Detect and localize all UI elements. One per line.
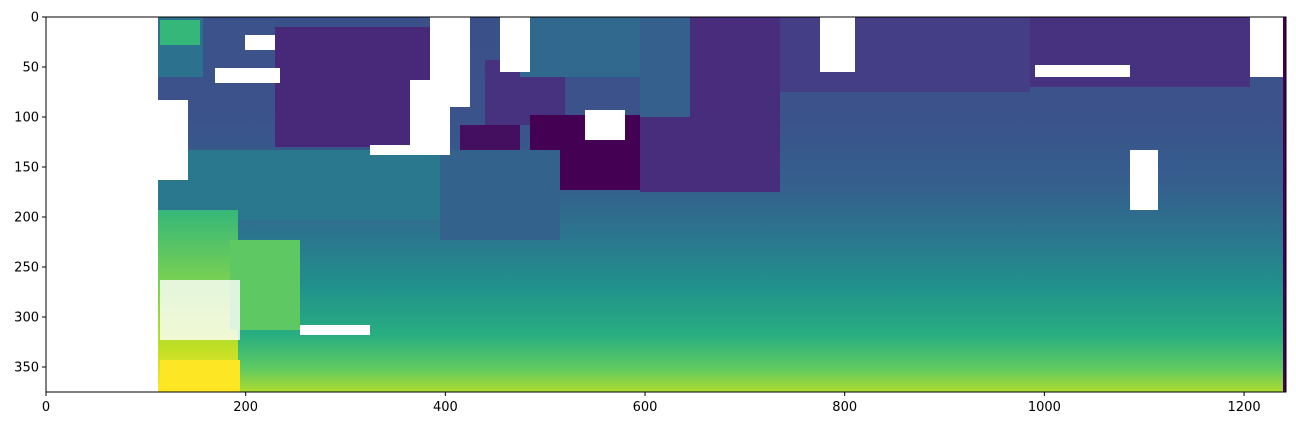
y-tick-label: 350	[14, 361, 39, 376]
y-axis: 0 50 100 150 200 250 300 350	[14, 11, 46, 376]
x-tick-label: 200	[233, 400, 258, 415]
depth-image	[46, 17, 1286, 392]
y-tick-label: 150	[14, 161, 39, 176]
x-tick-label: 0	[42, 400, 50, 415]
x-tick-label: 600	[633, 400, 658, 415]
x-tick-label: 400	[433, 400, 458, 415]
y-tick-label: 0	[31, 11, 39, 26]
y-tick-label: 200	[14, 211, 39, 226]
y-tick-label: 250	[14, 261, 39, 276]
x-tick-label: 1000	[1028, 400, 1061, 415]
x-tick-label: 800	[832, 400, 857, 415]
y-tick-label: 50	[22, 61, 39, 76]
y-tick-label: 300	[14, 311, 39, 326]
x-axis: 0 200 400 600 800 1000 1200	[42, 392, 1261, 415]
plot-frame	[45, 16, 1287, 393]
y-tick-label: 100	[14, 111, 39, 126]
x-tick-label: 1200	[1228, 400, 1261, 415]
